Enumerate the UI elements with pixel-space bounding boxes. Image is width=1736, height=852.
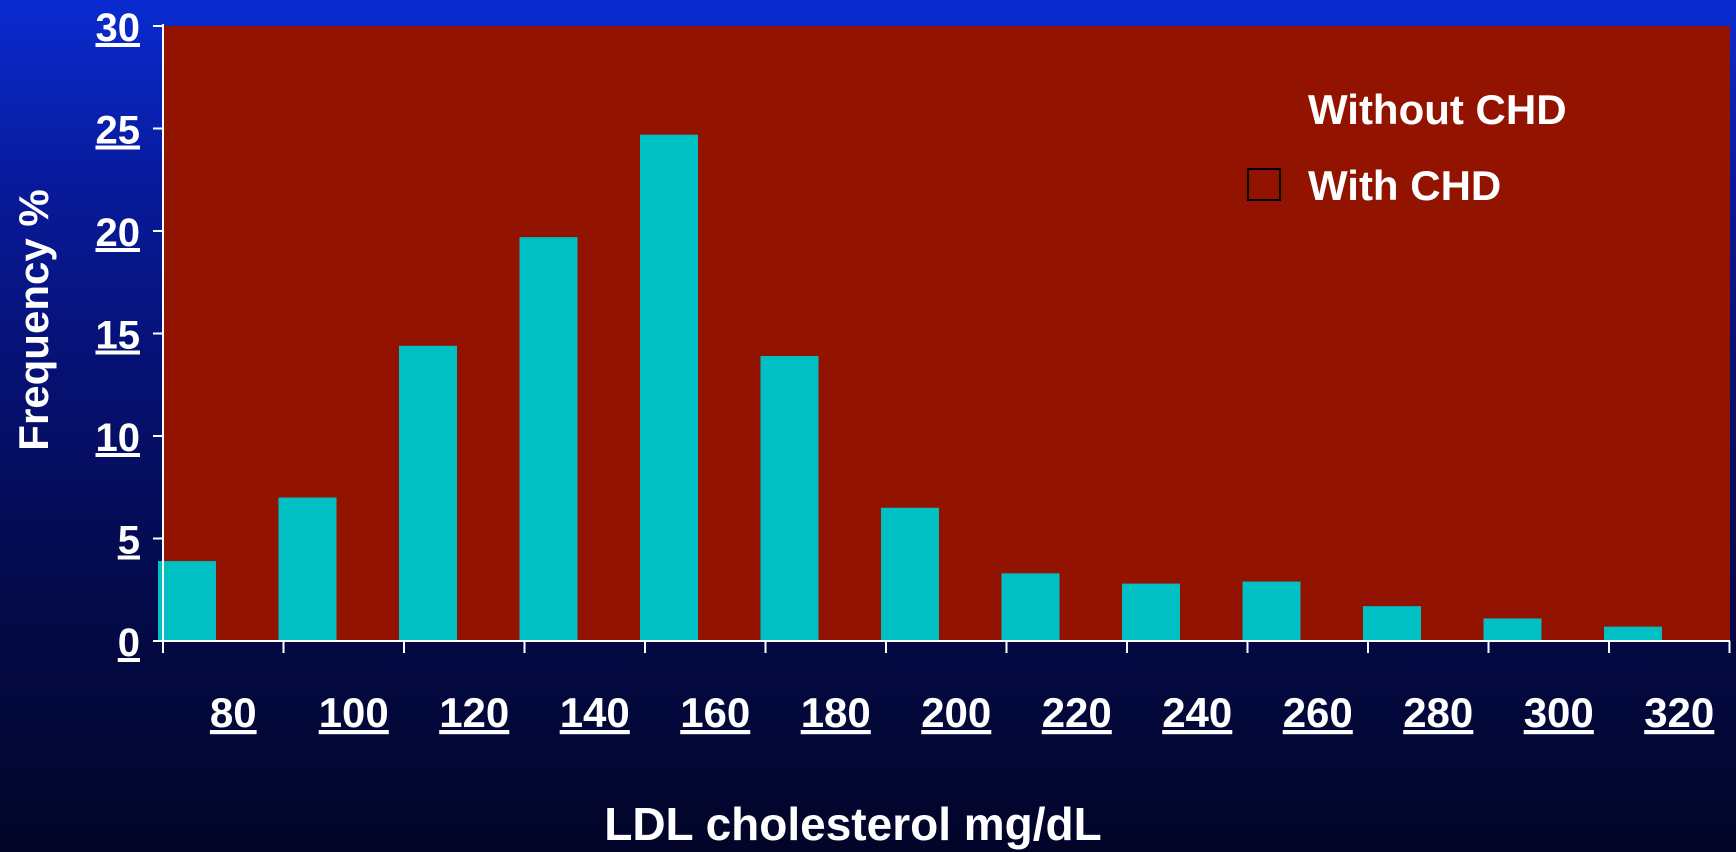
bar-80 bbox=[158, 561, 216, 641]
bar-240 bbox=[1122, 583, 1180, 641]
bar-260 bbox=[1242, 581, 1301, 641]
x-tick-label-280: 280 bbox=[1403, 689, 1473, 736]
y-tick-label: 30 bbox=[96, 6, 141, 50]
bar-300 bbox=[1483, 618, 1542, 641]
x-tick-label-320: 320 bbox=[1644, 689, 1714, 736]
legend-swatch-with-chd bbox=[1247, 168, 1281, 201]
legend: Without CHD With CHD bbox=[1247, 86, 1567, 209]
y-tick-labels: 0 5 10 15 20 25 30 bbox=[96, 6, 141, 665]
bar-320 bbox=[1604, 626, 1662, 641]
x-tick-label-180: 180 bbox=[801, 689, 871, 736]
x-tick-label-80: 80 bbox=[210, 689, 257, 736]
axes-group bbox=[153, 24, 1731, 653]
x-tick-labels: 80 100 120 140 160 180 200 220 240 260 280 300 320 bbox=[210, 689, 1714, 736]
x-tick-label-120: 120 bbox=[439, 689, 509, 736]
y-tick-label: 5 bbox=[118, 519, 140, 563]
x-tick-label-160: 160 bbox=[680, 689, 750, 736]
y-tick-label: 0 bbox=[118, 621, 140, 665]
bar-200 bbox=[881, 507, 939, 641]
bar-120 bbox=[399, 345, 457, 641]
bar-140 bbox=[519, 237, 578, 641]
x-axis-label: LDL cholesterol mg/dL bbox=[604, 798, 1102, 850]
x-tick-label-220: 220 bbox=[1042, 689, 1112, 736]
bar-280 bbox=[1363, 606, 1421, 641]
bar-100 bbox=[278, 497, 337, 641]
x-tick-label-140: 140 bbox=[560, 689, 630, 736]
bar-180 bbox=[760, 356, 819, 641]
x-tick-label-260: 260 bbox=[1283, 689, 1353, 736]
y-axis-label: Frequency % bbox=[10, 189, 57, 450]
x-tick-label-100: 100 bbox=[319, 689, 389, 736]
bars-group bbox=[158, 134, 1662, 641]
y-tick-label: 15 bbox=[96, 314, 141, 358]
x-tick-label-300: 300 bbox=[1524, 689, 1594, 736]
y-tick-label: 25 bbox=[96, 109, 141, 153]
y-tick-label: 10 bbox=[96, 416, 141, 460]
legend-entry-without-chd: Without CHD bbox=[1308, 86, 1567, 133]
x-tick-label-200: 200 bbox=[921, 689, 991, 736]
y-tick-label: 20 bbox=[96, 211, 141, 255]
legend-entry-with-chd: With CHD bbox=[1308, 162, 1501, 209]
x-tick-label-240: 240 bbox=[1162, 689, 1232, 736]
bar-220 bbox=[1001, 573, 1060, 641]
bar-160 bbox=[640, 134, 698, 641]
